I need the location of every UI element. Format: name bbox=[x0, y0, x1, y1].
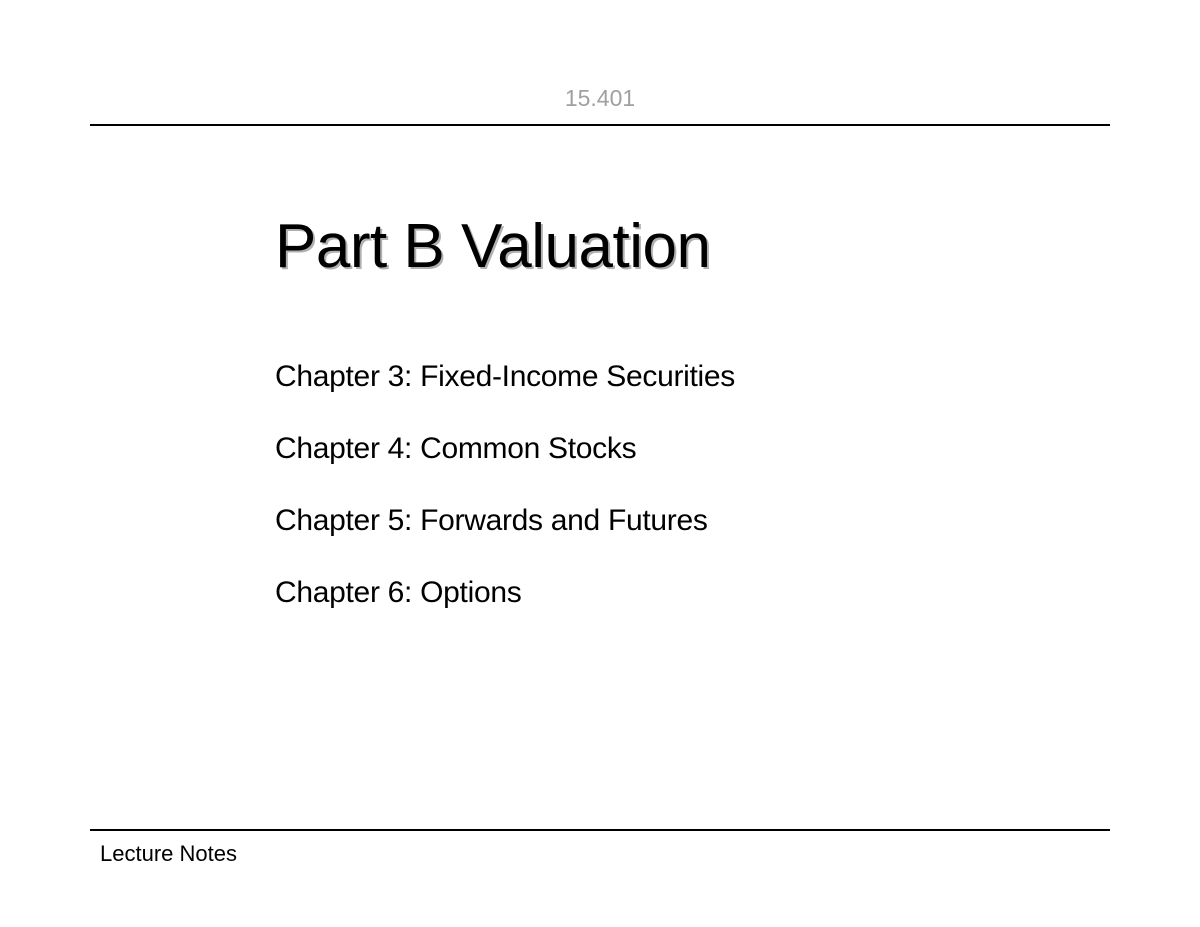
chapter-item: Chapter 3: Fixed-Income Securities bbox=[275, 360, 1110, 394]
chapter-item: Chapter 4: Common Stocks bbox=[275, 432, 1110, 466]
chapter-item: Chapter 6: Options bbox=[275, 576, 1110, 610]
chapter-item: Chapter 5: Forwards and Futures bbox=[275, 504, 1110, 538]
header: 15.401 bbox=[90, 85, 1110, 122]
course-number: 15.401 bbox=[90, 85, 1110, 112]
page-title: Part B Valuation bbox=[275, 211, 1110, 282]
content-area: Part B Valuation Chapter 3: Fixed-Income… bbox=[90, 126, 1110, 829]
chapter-list: Chapter 3: Fixed-Income Securities Chapt… bbox=[275, 360, 1110, 610]
footer: Lecture Notes bbox=[90, 831, 1110, 867]
footer-label: Lecture Notes bbox=[100, 841, 1110, 867]
slide-page: 15.401 Part B Valuation Chapter 3: Fixed… bbox=[0, 0, 1200, 927]
